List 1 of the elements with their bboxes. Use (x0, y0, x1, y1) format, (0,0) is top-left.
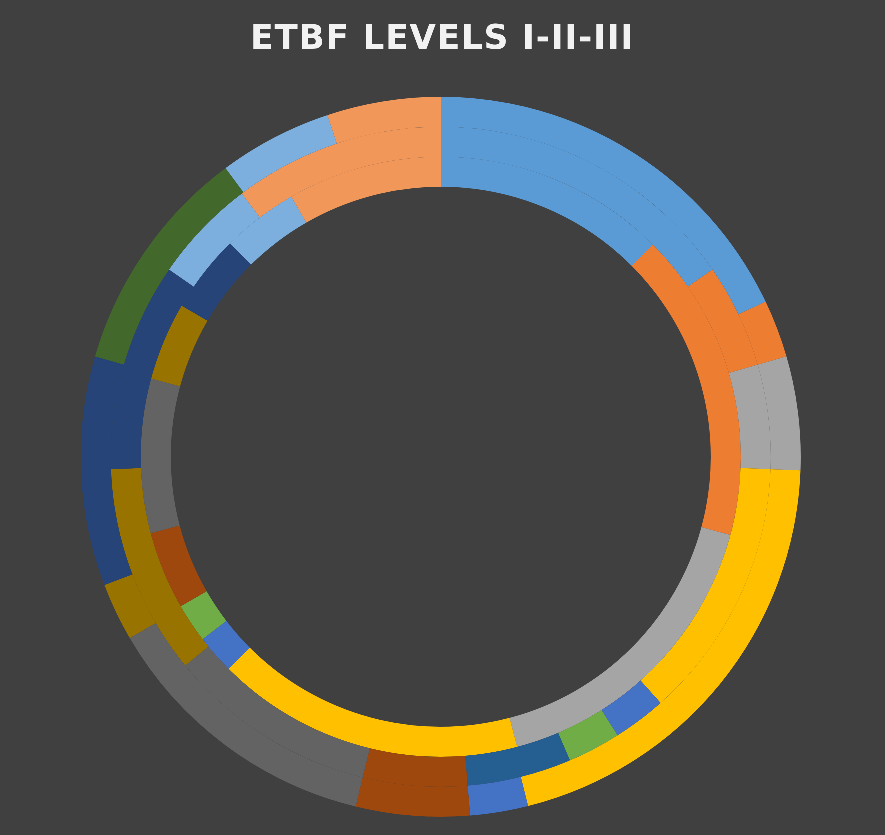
chart-title: ETBF LEVELS I-II-III (250, 18, 636, 58)
